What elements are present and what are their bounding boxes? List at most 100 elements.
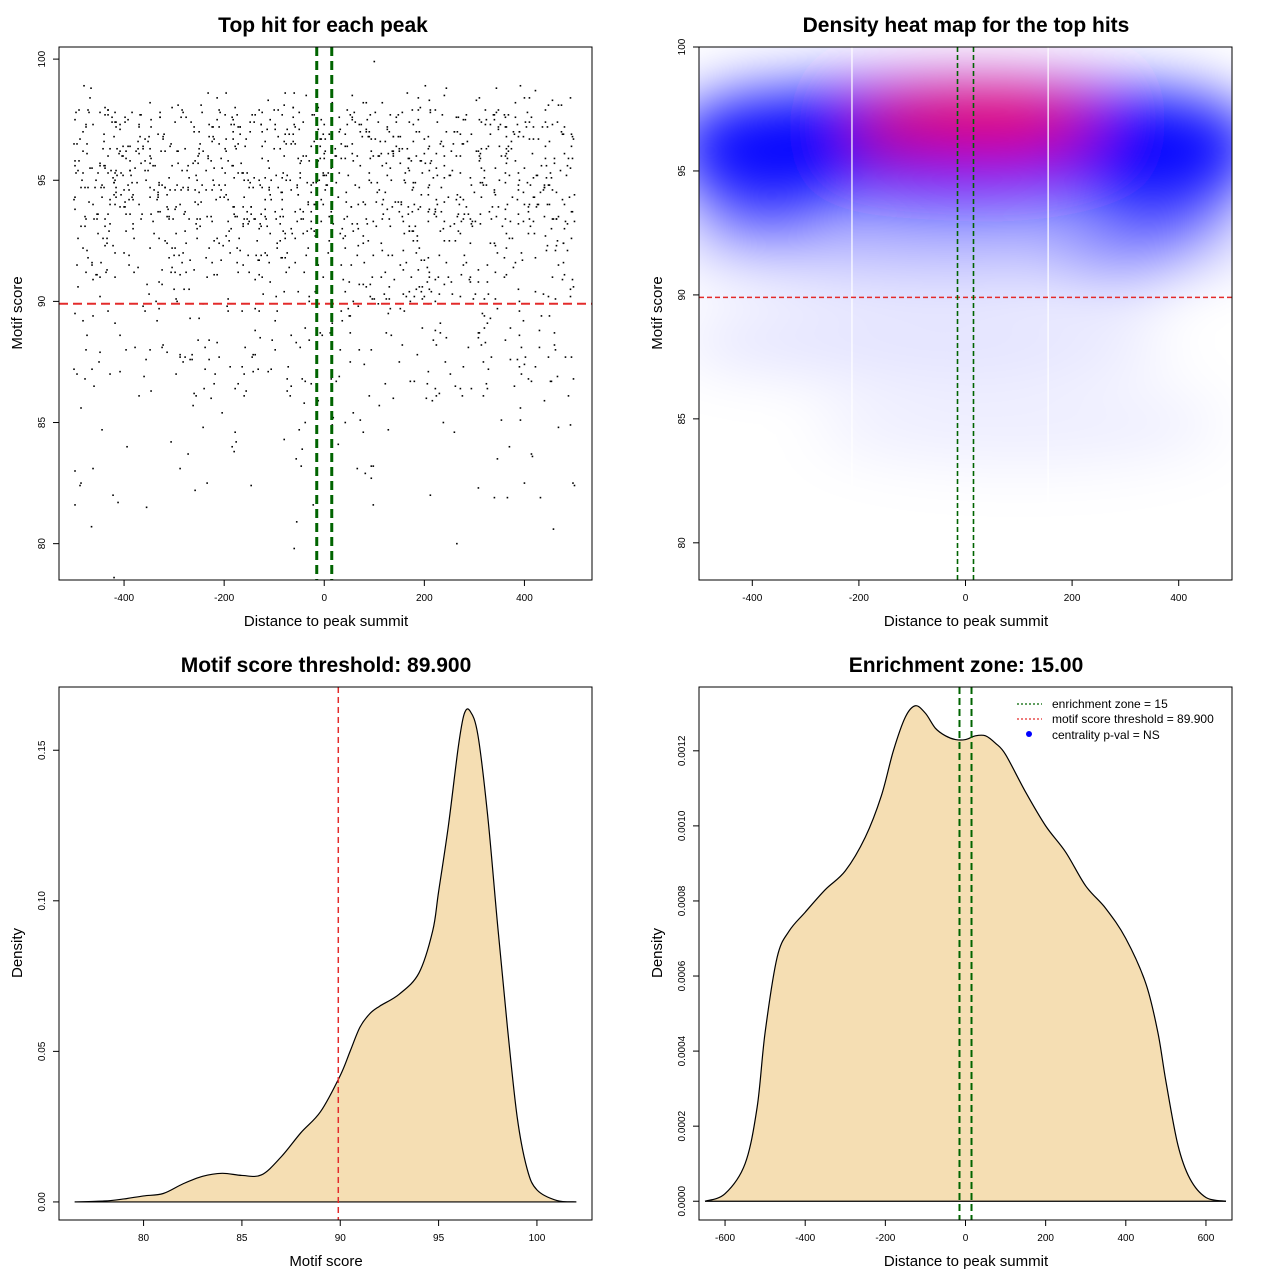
scatter-point [389,307,392,310]
scatter-point [553,344,556,346]
scatter-point [480,167,483,169]
scatter-point [237,382,239,385]
scatter-point [564,356,567,358]
scatter-point [412,240,415,242]
x-tick-label: 400 [1170,593,1187,604]
scatter-point [421,298,424,300]
y-tick-label: 0.0008 [677,885,688,916]
scatter-point [362,283,365,286]
scatter-point [293,92,296,94]
scatter-point [127,145,129,148]
scatter-point [428,145,431,148]
scatter-point [284,133,287,136]
scatter-point [354,184,357,186]
scatter-point [435,152,438,155]
scatter-point [338,172,341,174]
scatter-point [471,225,474,228]
scatter-point [134,167,136,169]
scatter-point [387,312,390,315]
scatter-point [156,319,158,322]
scatter-point [253,121,255,123]
scatter-point [469,281,472,283]
scatter-point [496,307,499,310]
scatter-point [268,261,270,264]
scatter-point [445,87,448,89]
scatter-point [193,392,195,395]
x-tick-label: 0 [321,593,327,604]
distance-density-x-axis: -600 -400 -200 0 200 400 600 [715,1219,1215,1244]
scatter-point [82,130,84,133]
scatter-point [276,310,279,312]
scatter-point [229,252,231,254]
scatter-point [493,118,496,121]
scatter-point [327,172,330,174]
scatter-point [312,181,315,184]
scatter-point [193,130,195,133]
scatter-point [118,152,120,155]
scatter-point [77,237,79,240]
scatter-point [477,336,480,339]
scatter-point [229,366,231,368]
scatter-point [310,210,313,213]
scatter-point [344,133,347,136]
scatter-point [179,467,181,470]
scatter-point [322,276,325,278]
scatter-point [142,305,144,308]
scatter-point [124,121,126,123]
scatter-point [166,206,168,208]
scatter-point [544,157,547,160]
scatter-point [451,169,454,172]
scatter-point [427,370,430,373]
scatter-point [397,114,400,116]
scatter-point [115,191,117,194]
scatter-point [243,395,245,397]
scatter-point [553,332,556,334]
scatter-point [247,179,249,182]
scatter-point [435,395,438,397]
scatter-point [277,135,280,138]
scatter-point [123,206,125,208]
scatter-point [320,220,323,223]
scatter-point [158,184,160,186]
scatter-point [182,111,184,114]
scatter-point [264,140,266,143]
x-tick-label: -400 [795,1233,815,1244]
scatter-point [174,121,176,123]
scatter-point [246,172,248,174]
scatter-point [528,138,531,140]
scatter-point [437,276,440,278]
scatter-point [92,278,94,281]
scatter-point [359,130,362,133]
scatter-point [111,116,113,119]
scatter-point [356,155,359,157]
scatter-point [324,189,327,191]
scatter-point [287,366,290,368]
scatter-point [154,164,156,167]
scatter-point [274,210,277,213]
scatter-point [136,181,138,184]
scatter-point [132,223,134,225]
scatter-point [323,152,326,155]
scatter-point [448,240,451,242]
scatter-point [342,237,345,240]
scatter-point [527,378,530,380]
scatter-point [472,298,475,300]
scatter-point [213,167,215,169]
scatter-point [234,387,236,390]
scatter-point [442,145,445,148]
scatter-point [363,261,366,264]
scatter-point [181,169,183,172]
scatter-point [314,290,317,293]
panel-scatter: Top hit for each peak -400 -200 0 200 400 80… [9,14,593,630]
scatter-point [300,218,303,220]
scatter-point [279,215,282,218]
scatter-point [194,160,196,162]
scatter-point [208,339,210,341]
scatter-point [417,97,420,99]
scatter-point [465,206,468,208]
scatter-point [86,334,88,337]
scatter-point [114,203,116,206]
scatter-point [537,203,540,206]
scatter-point [483,327,486,329]
scatter-point [239,133,241,136]
